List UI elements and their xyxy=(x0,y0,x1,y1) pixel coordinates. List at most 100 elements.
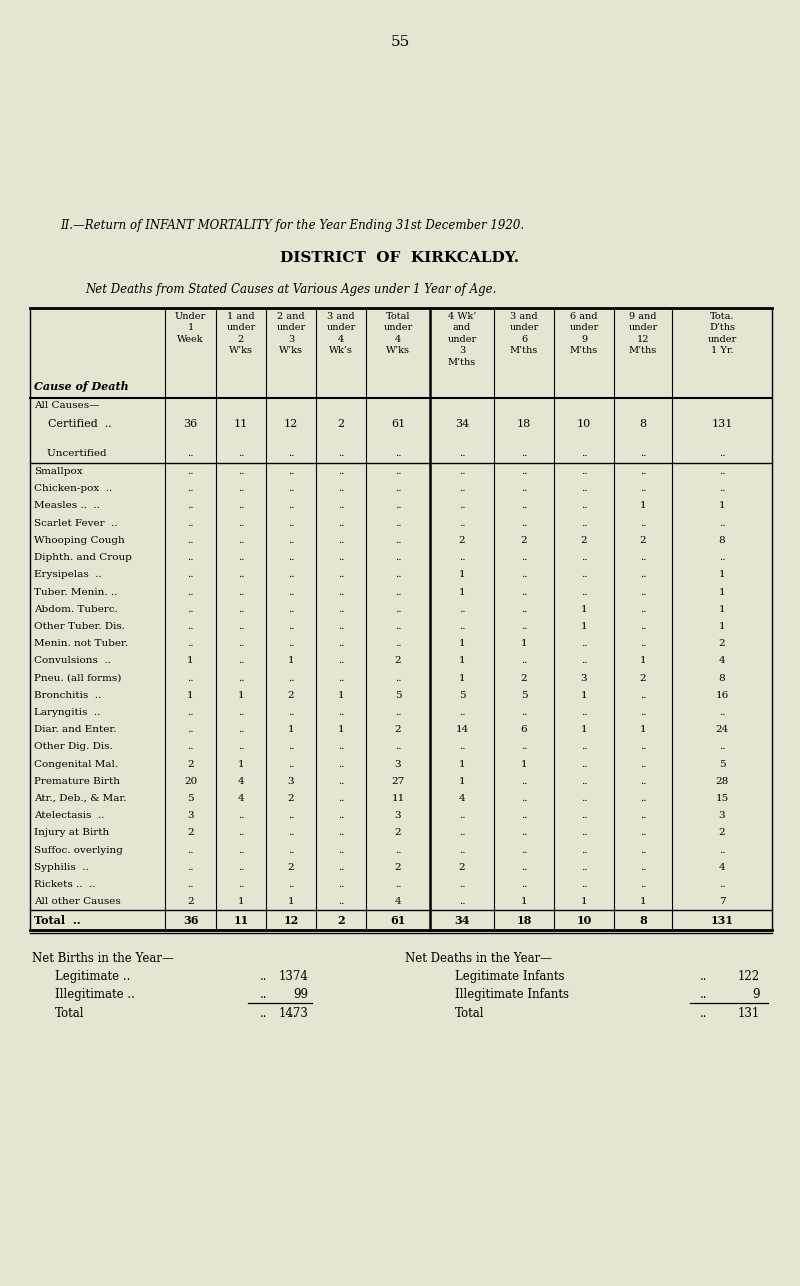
Text: ..: .. xyxy=(238,656,244,665)
Text: ..: .. xyxy=(238,811,244,820)
Text: Injury at Birth: Injury at Birth xyxy=(34,828,110,837)
Text: ..: .. xyxy=(187,880,194,889)
Text: ..: .. xyxy=(338,639,344,648)
Text: ..: .. xyxy=(458,898,466,907)
Text: ..: .. xyxy=(640,811,646,820)
Text: 3 and
under
6
M’ths: 3 and under 6 M’ths xyxy=(510,312,538,355)
Text: ..: .. xyxy=(187,536,194,545)
Text: ..: .. xyxy=(238,553,244,562)
Text: 1: 1 xyxy=(640,502,646,511)
Text: ..: .. xyxy=(338,863,344,872)
Text: 3: 3 xyxy=(394,811,402,820)
Text: Total  ..: Total .. xyxy=(34,914,81,926)
Text: ..: .. xyxy=(338,742,344,751)
Text: DISTRICT  OF  KIRKCALDY.: DISTRICT OF KIRKCALDY. xyxy=(281,251,519,265)
Text: ..: .. xyxy=(581,588,587,597)
Text: ..: .. xyxy=(521,502,527,511)
Text: ..: .. xyxy=(238,707,244,716)
Text: Bronchitis  ..: Bronchitis .. xyxy=(34,691,102,700)
Text: Smallpox: Smallpox xyxy=(34,467,82,476)
Text: ..: .. xyxy=(394,604,402,613)
Text: ..: .. xyxy=(238,845,244,854)
Text: 1: 1 xyxy=(640,898,646,907)
Text: ..: .. xyxy=(718,467,726,476)
Text: Legitimate ..: Legitimate .. xyxy=(55,970,130,984)
Text: ..: .. xyxy=(581,863,587,872)
Text: ..: .. xyxy=(718,449,726,458)
Text: ..: .. xyxy=(640,485,646,494)
Text: ..: .. xyxy=(338,467,344,476)
Text: ..: .. xyxy=(187,863,194,872)
Text: ..: .. xyxy=(288,742,294,751)
Text: ..: .. xyxy=(521,485,527,494)
Text: 12: 12 xyxy=(284,419,298,430)
Text: 11: 11 xyxy=(234,419,248,430)
Text: 1: 1 xyxy=(581,898,587,907)
Text: ..: .. xyxy=(338,518,344,527)
Text: ..: .. xyxy=(288,588,294,597)
Text: ..: .. xyxy=(458,604,466,613)
Text: 1: 1 xyxy=(521,760,527,769)
Text: ..: .. xyxy=(581,793,587,802)
Text: ..: .. xyxy=(581,880,587,889)
Text: 1: 1 xyxy=(521,898,527,907)
Text: ..: .. xyxy=(187,725,194,734)
Text: ..: .. xyxy=(187,639,194,648)
Text: 1: 1 xyxy=(458,639,466,648)
Text: ..: .. xyxy=(288,536,294,545)
Text: 1: 1 xyxy=(458,777,466,786)
Text: ..: .. xyxy=(581,570,587,579)
Text: ..: .. xyxy=(187,845,194,854)
Text: 18: 18 xyxy=(516,914,532,926)
Text: 1: 1 xyxy=(581,604,587,613)
Text: 1: 1 xyxy=(458,674,466,683)
Text: 1: 1 xyxy=(288,656,294,665)
Text: ..: .. xyxy=(187,502,194,511)
Text: Abdom. Tuberc.: Abdom. Tuberc. xyxy=(34,604,118,613)
Text: Tuber. Menin. ..: Tuber. Menin. .. xyxy=(34,588,118,597)
Text: 2: 2 xyxy=(337,914,345,926)
Text: ..: .. xyxy=(238,518,244,527)
Text: 1 and
under
2
W’ks: 1 and under 2 W’ks xyxy=(226,312,256,355)
Text: All other Causes: All other Causes xyxy=(34,898,121,907)
Text: 7: 7 xyxy=(718,898,726,907)
Text: 5: 5 xyxy=(394,691,402,700)
Text: ..: .. xyxy=(458,449,466,458)
Text: Pneu. (all forms): Pneu. (all forms) xyxy=(34,674,122,683)
Text: 1: 1 xyxy=(458,588,466,597)
Text: ..: .. xyxy=(718,707,726,716)
Text: ..: .. xyxy=(238,485,244,494)
Text: ..: .. xyxy=(521,742,527,751)
Text: ..: .. xyxy=(521,880,527,889)
Text: ..: .. xyxy=(521,570,527,579)
Text: Other Dig. Dis.: Other Dig. Dis. xyxy=(34,742,113,751)
Text: ..: .. xyxy=(238,604,244,613)
Text: 2: 2 xyxy=(394,863,402,872)
Text: ..: .. xyxy=(238,828,244,837)
Text: 3 and
under
4
Wk’s: 3 and under 4 Wk’s xyxy=(326,312,356,355)
Text: ..: .. xyxy=(238,725,244,734)
Text: ..: .. xyxy=(640,863,646,872)
Text: 5: 5 xyxy=(718,760,726,769)
Text: ..: .. xyxy=(581,811,587,820)
Text: 2: 2 xyxy=(458,863,466,872)
Text: ..: .. xyxy=(581,467,587,476)
Text: 2 and
under
3
W’ks: 2 and under 3 W’ks xyxy=(276,312,306,355)
Text: 1: 1 xyxy=(288,725,294,734)
Text: ..: .. xyxy=(288,604,294,613)
Text: 1: 1 xyxy=(458,570,466,579)
Text: Suffoc. overlying: Suffoc. overlying xyxy=(34,845,123,854)
Text: ..: .. xyxy=(290,1007,298,1020)
Text: ..: .. xyxy=(700,988,707,1002)
Text: ..: .. xyxy=(187,553,194,562)
Text: ..: .. xyxy=(718,880,726,889)
Text: ..: .. xyxy=(288,760,294,769)
Text: ..: .. xyxy=(521,656,527,665)
Text: ..: .. xyxy=(238,742,244,751)
Text: ..: .. xyxy=(394,536,402,545)
Text: 1: 1 xyxy=(338,691,344,700)
Text: ..: .. xyxy=(338,674,344,683)
Text: Syphilis  ..: Syphilis .. xyxy=(34,863,89,872)
Text: ..: .. xyxy=(288,828,294,837)
Text: ..: .. xyxy=(458,845,466,854)
